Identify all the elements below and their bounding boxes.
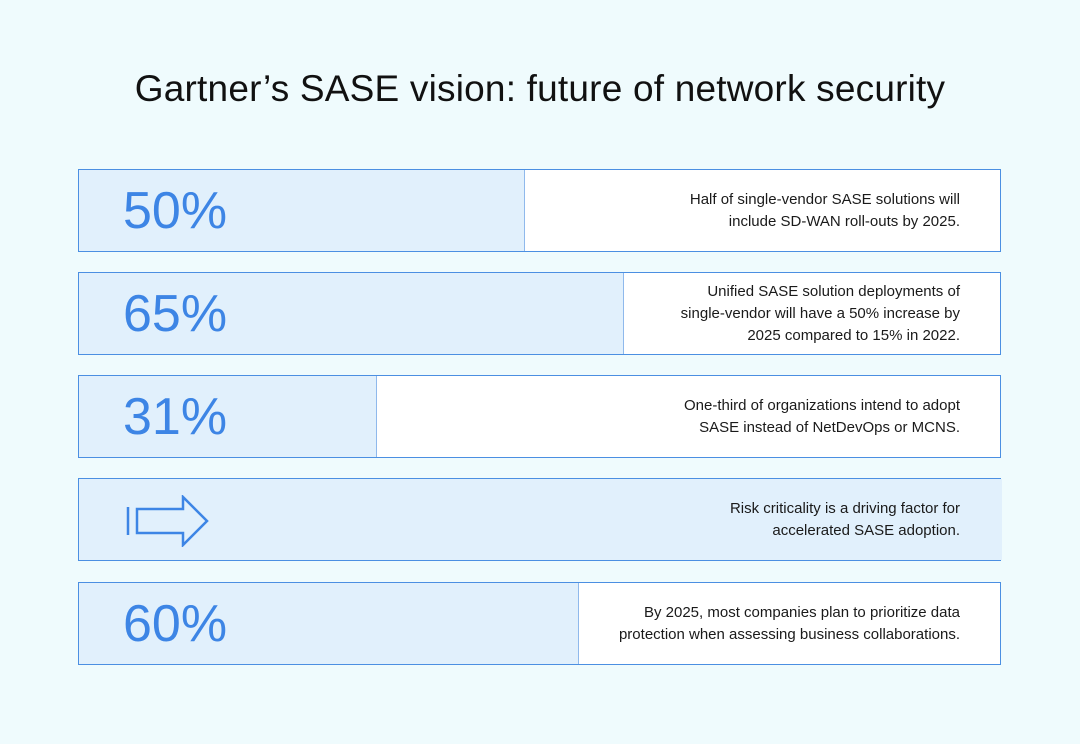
description-line: Unified SASE solution deployments of [707,282,960,300]
stat-description: Unified SASE solution deployments of sing… [681,273,960,354]
stat-value: 50% [123,182,228,240]
description-line: Half of single-vendor SASE solutions wil… [689,190,960,208]
description-line: protection when assessing business colla… [618,625,960,643]
description-line: SASE instead of NetDevOps or MCNS. [699,418,960,436]
stat-description: One-third of organizations intend to ado… [684,376,960,457]
row-fill [79,170,525,251]
row-fill [79,376,377,457]
description-line: 2025 compared to 15% in 2022. [747,326,960,344]
row-fill [79,583,579,664]
stat-row: Risk criticality is a driving factor for… [78,478,1002,561]
row-fill [79,479,1002,560]
row-fill [79,273,624,354]
description-line: By 2025, most companies plan to prioriti… [643,603,960,621]
stat-value: 60% [123,595,228,653]
description-line: One-third of organizations intend to ado… [683,396,960,414]
title: Gartner’s SASE vision: future of network… [134,68,946,109]
arrow-icon [126,495,209,547]
description-line: include SD-WAN roll-outs by 2025. [728,212,960,230]
stat-row: 60% By 2025, most companies plan to prior… [78,582,1001,665]
stat-value: 31% [123,388,228,446]
stat-row: 65% Unified SASE solution deployments of s… [78,272,1001,355]
description-line: single-vendor will have a 50% increase b… [680,304,960,322]
stat-value: 65% [123,285,228,343]
description-line: accelerated SASE adoption. [772,521,960,539]
stat-description: Risk criticality is a driving factor for… [730,479,960,560]
stat-description: By 2025, most companies plan to prioriti… [619,583,960,664]
stat-description: Half of single-vendor SASE solutions wil… [690,170,960,251]
description-line: Risk criticality is a driving factor for [729,499,960,517]
stat-row: 31% One-third of organizations intend to … [78,375,1001,458]
stat-row: 50% Half of single-vendor SASE solutions … [78,169,1001,252]
